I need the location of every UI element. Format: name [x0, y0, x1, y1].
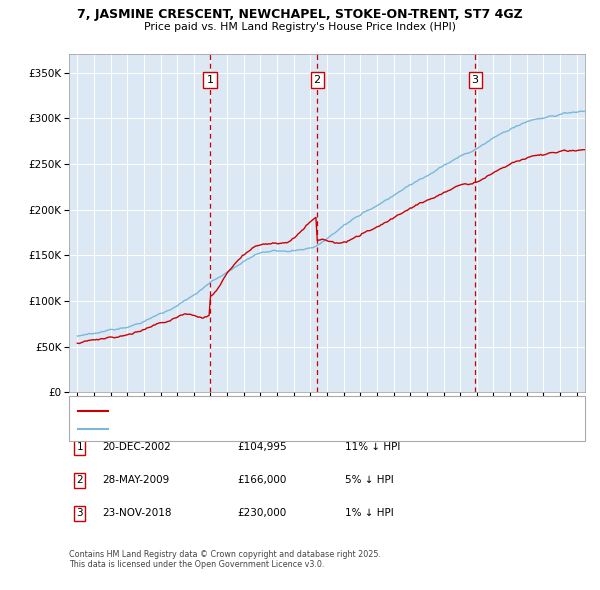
Text: 2: 2	[314, 75, 321, 85]
Text: 7, JASMINE CRESCENT, NEWCHAPEL, STOKE-ON-TRENT, ST7 4GZ: 7, JASMINE CRESCENT, NEWCHAPEL, STOKE-ON…	[77, 8, 523, 21]
Text: HPI: Average price, detached house, Newcastle-under-Lyme: HPI: Average price, detached house, Newc…	[114, 424, 385, 433]
Text: 20-DEC-2002: 20-DEC-2002	[102, 442, 171, 452]
Text: £166,000: £166,000	[237, 476, 286, 485]
Text: 7, JASMINE CRESCENT, NEWCHAPEL, STOKE-ON-TRENT, ST7 4GZ (detached house): 7, JASMINE CRESCENT, NEWCHAPEL, STOKE-ON…	[114, 407, 486, 415]
Text: 23-NOV-2018: 23-NOV-2018	[102, 509, 172, 518]
Text: 3: 3	[472, 75, 479, 85]
Text: £104,995: £104,995	[237, 442, 287, 452]
Text: 2: 2	[76, 476, 83, 485]
Text: £230,000: £230,000	[237, 509, 286, 518]
Text: 28-MAY-2009: 28-MAY-2009	[102, 476, 169, 485]
Text: 1: 1	[76, 442, 83, 452]
Text: 3: 3	[76, 509, 83, 518]
Text: 1: 1	[206, 75, 214, 85]
Text: 1% ↓ HPI: 1% ↓ HPI	[345, 509, 394, 518]
Text: 5% ↓ HPI: 5% ↓ HPI	[345, 476, 394, 485]
Text: Contains HM Land Registry data © Crown copyright and database right 2025.
This d: Contains HM Land Registry data © Crown c…	[69, 550, 381, 569]
Text: Price paid vs. HM Land Registry's House Price Index (HPI): Price paid vs. HM Land Registry's House …	[144, 22, 456, 32]
Text: 11% ↓ HPI: 11% ↓ HPI	[345, 442, 400, 452]
